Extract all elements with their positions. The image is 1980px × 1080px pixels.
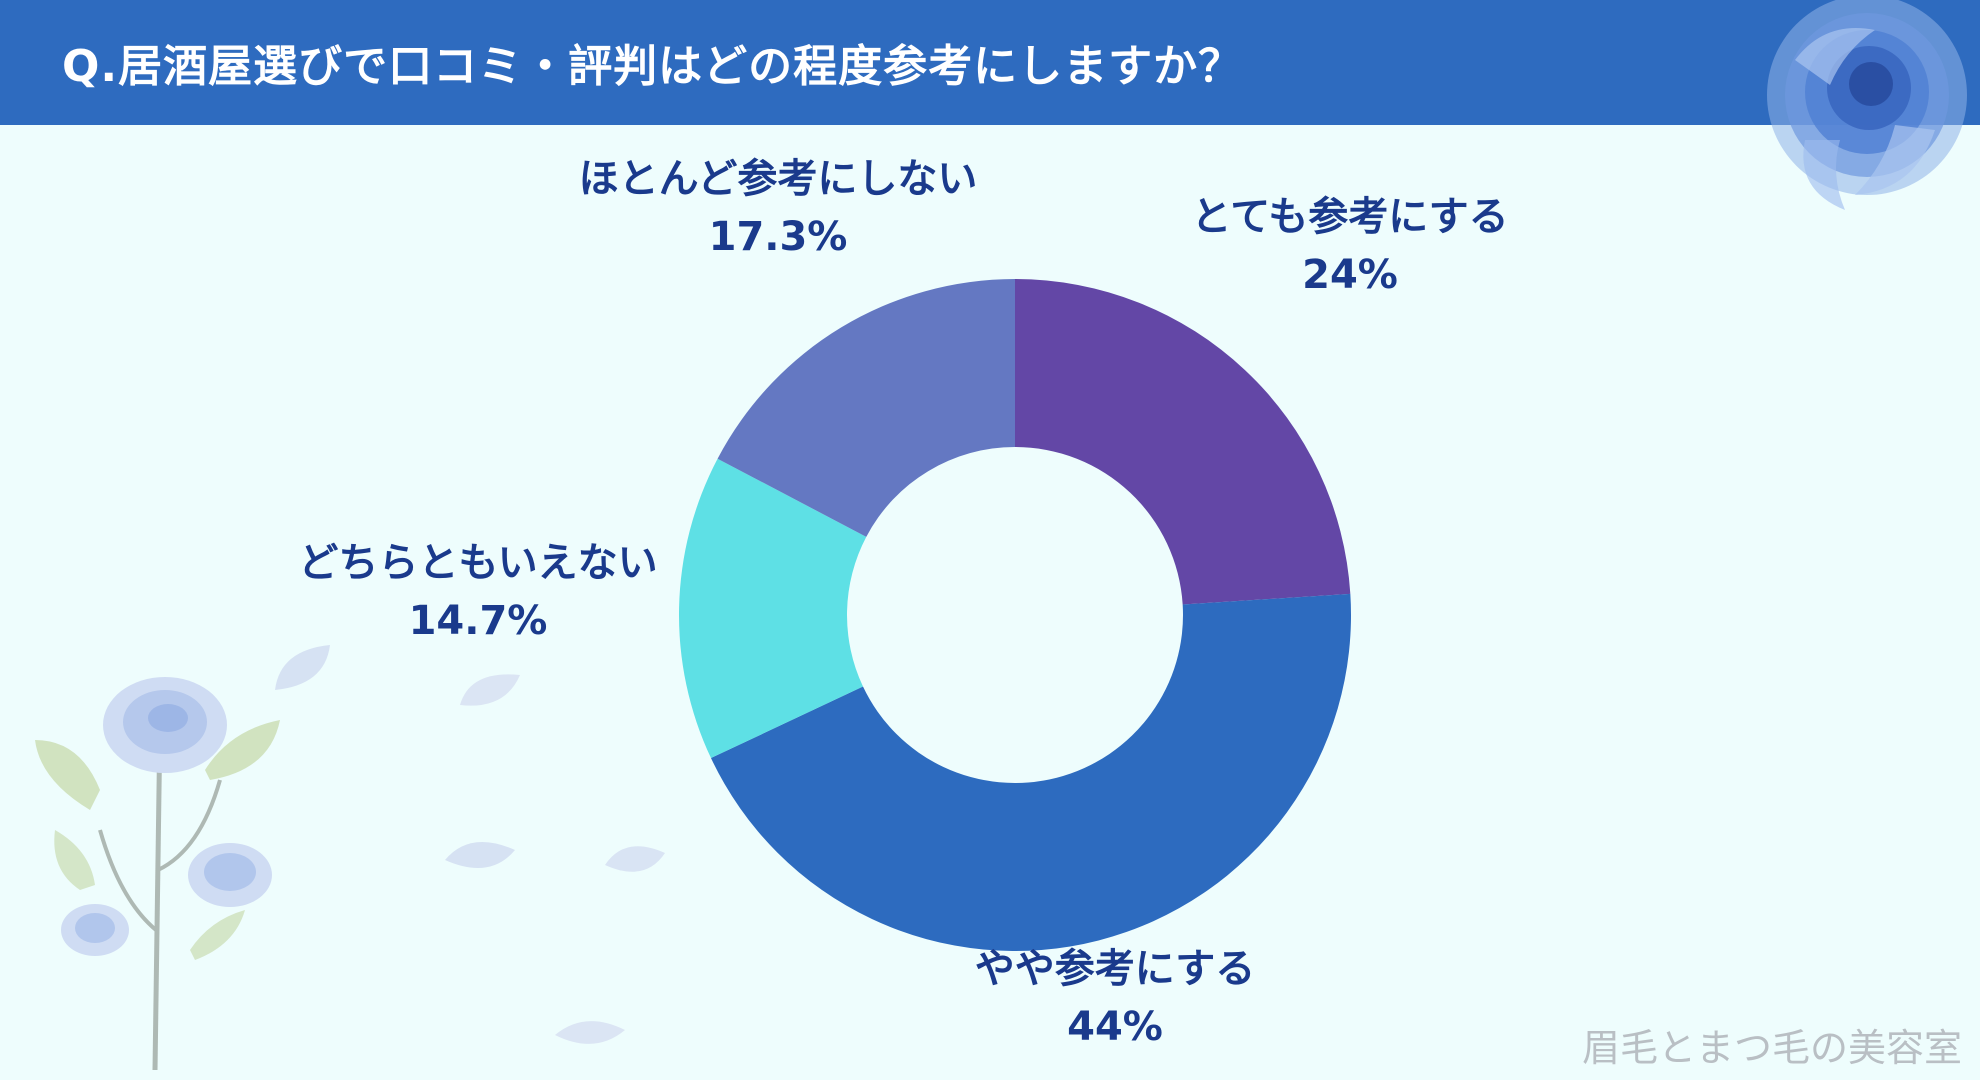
slice-どちらともいえない	[678, 458, 867, 759]
slice-label-とても参考にする: とても参考にする 24%	[1191, 188, 1508, 304]
rose-stem-decoration-icon	[35, 677, 280, 1071]
slice-とても参考にする	[1015, 279, 1351, 605]
petal-decoration-icon	[460, 674, 520, 706]
category-label: ほとんど参考にしない	[578, 156, 978, 202]
rose-decoration-icon	[1767, 0, 1967, 210]
value-label: 24%	[1302, 252, 1398, 298]
slice-label-やや参考にする: やや参考にする 44%	[975, 940, 1255, 1056]
petal-decoration-icon	[605, 846, 665, 872]
category-label: やや参考にする	[974, 946, 1256, 992]
slice-label-どちらともいえない: どちらともいえない 14.7%	[298, 534, 657, 650]
value-label: 44%	[1067, 1004, 1163, 1050]
value-label: 14.7%	[408, 598, 548, 644]
value-label: 17.3%	[708, 214, 848, 260]
petal-decoration-icon	[275, 645, 330, 690]
watermark-text: 眉毛とまつ毛の美容室	[1581, 1026, 1962, 1070]
category-label: どちらともいえない	[298, 540, 658, 586]
slice-やや参考にする	[710, 593, 1351, 952]
slice-ほとんど参考にしない	[717, 279, 1015, 537]
title-bar: Q.居酒屋選びで口コミ・評判はどの程度参考にしますか？	[0, 0, 1980, 125]
petal-decoration-icon	[445, 842, 515, 868]
petal-decoration-icon	[555, 1021, 625, 1044]
category-label: とても参考にする	[1191, 194, 1509, 240]
page-title: Q.居酒屋選びで口コミ・評判はどの程度参考にしますか？	[62, 41, 1244, 92]
slice-label-ほとんど参考にしない: ほとんど参考にしない 17.3%	[579, 150, 978, 266]
